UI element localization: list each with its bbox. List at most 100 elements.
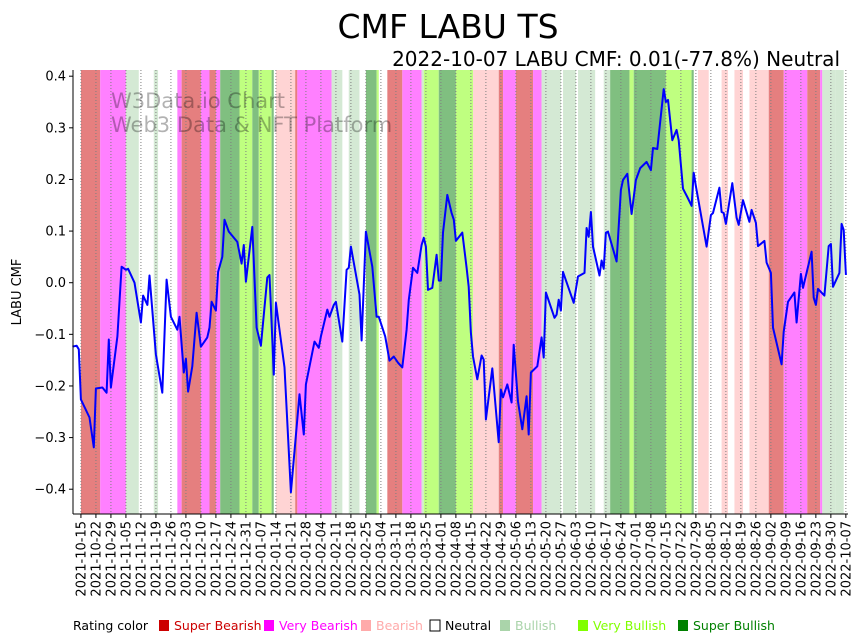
x-tick-label: 2022-03-25 — [419, 521, 434, 597]
rating-band — [541, 70, 561, 514]
y-tick-label: 0.1 — [45, 225, 66, 240]
x-tick-label: 2022-01-28 — [299, 521, 314, 597]
legend-swatch-super-bearish — [159, 620, 169, 631]
x-axis-ticks: 2021-10-15 2021-10-22 2021-10-29 2021-11-05… — [74, 514, 854, 597]
x-tick-label: 2022-05-06 — [509, 521, 524, 597]
x-tick-label: 2022-06-24 — [614, 521, 629, 597]
x-tick-label: 2021-10-29 — [104, 521, 119, 597]
rating-band — [297, 70, 332, 514]
x-tick-label: 2022-08-12 — [719, 521, 734, 597]
y-tick-label: 0.4 — [45, 70, 66, 85]
x-tick-label: 2022-02-25 — [359, 521, 374, 597]
legend-item-bullish: Bullish — [500, 618, 556, 633]
x-tick-label: 2022-05-13 — [524, 521, 539, 597]
rating-band — [438, 70, 456, 514]
rating-band — [691, 70, 694, 514]
rating-band — [376, 70, 379, 514]
legend-label-super-bearish: Super Bearish — [174, 618, 262, 633]
x-tick-label: 2022-08-19 — [734, 521, 749, 597]
rating-band — [835, 70, 844, 514]
y-tick-label: 0.2 — [45, 173, 66, 188]
rating-band — [220, 70, 240, 514]
x-tick-label: 2022-02-11 — [329, 521, 344, 597]
x-tick-label: 2021-12-10 — [194, 521, 209, 597]
x-tick-label: 2022-10-07 — [839, 521, 854, 597]
legend-item-very-bullish: Very Bullish — [578, 618, 666, 633]
y-tick-label: 0.3 — [45, 121, 66, 136]
rating-band — [125, 70, 139, 514]
x-tick-label: 2022-03-18 — [404, 521, 419, 597]
legend-item-very-bearish: Very Bearish — [264, 618, 358, 633]
y-axis-label: LABU CMF — [10, 259, 25, 326]
legend-swatch-very-bullish — [578, 620, 588, 631]
rating-band — [215, 70, 221, 514]
y-tick-label: −0.2 — [34, 379, 66, 394]
x-tick-label: 2022-07-08 — [644, 521, 659, 597]
cmf-series-line — [72, 88, 847, 494]
rating-band — [533, 70, 542, 514]
legend-label-bearish: Bearish — [376, 618, 423, 633]
legend-item-super-bearish: Super Bearish — [159, 618, 262, 633]
rating-band — [271, 70, 274, 514]
x-tick-label: 2022-04-08 — [449, 521, 464, 597]
y-tick-label: 0.0 — [45, 276, 66, 291]
rating-band — [177, 70, 182, 514]
rating-band — [181, 70, 201, 514]
rating-band — [423, 70, 439, 514]
x-tick-label: 2022-07-15 — [659, 521, 674, 597]
x-tick-label: 2022-09-09 — [779, 521, 794, 597]
rating-band — [100, 70, 126, 514]
rating-band — [768, 70, 784, 514]
rating-band — [578, 70, 596, 514]
legend-item-neutral: Neutral — [429, 618, 491, 633]
legend-swatch-very-bearish — [264, 620, 274, 631]
legend-label-very-bearish: Very Bearish — [279, 618, 358, 633]
legend: Rating color Super Bearish Very Bearish … — [73, 618, 775, 633]
x-tick-label: 2021-11-05 — [119, 521, 134, 597]
chart-title: CMF LABU TS — [337, 7, 558, 46]
legend-swatch-bearish — [361, 620, 371, 631]
y-tick-label: −0.1 — [34, 328, 66, 343]
legend-label-bullish: Bullish — [515, 618, 556, 633]
legend-item-bearish: Bearish — [361, 618, 423, 633]
rating-band — [455, 70, 474, 514]
x-tick-label: 2022-09-30 — [824, 521, 839, 597]
x-tick-label: 2022-05-20 — [539, 521, 554, 597]
rating-band — [503, 70, 516, 514]
x-tick-label: 2021-11-26 — [164, 521, 179, 597]
x-tick-label: 2022-08-26 — [749, 521, 764, 597]
rating-band — [275, 70, 296, 514]
rating-band — [295, 70, 298, 514]
x-tick-label: 2021-12-24 — [224, 521, 239, 597]
rating-band — [822, 70, 836, 514]
x-tick-label: 2022-09-16 — [794, 521, 809, 597]
legend-swatch-neutral — [429, 619, 441, 632]
x-tick-label: 2022-02-04 — [314, 521, 329, 597]
y-tick-label: −0.3 — [34, 431, 66, 446]
x-tick-label: 2022-03-04 — [374, 521, 389, 597]
x-tick-label: 2022-04-29 — [494, 521, 509, 597]
rating-band — [610, 70, 630, 514]
rating-band — [749, 70, 769, 514]
legend-swatch-super-bullish — [678, 620, 688, 631]
x-tick-label: 2021-12-03 — [179, 521, 194, 597]
x-tick-label: 2022-02-18 — [344, 521, 359, 597]
rating-band — [629, 70, 634, 514]
rating-band — [80, 70, 101, 514]
rating-band — [331, 70, 343, 514]
x-tick-label: 2022-08-05 — [704, 521, 719, 597]
rating-band — [603, 70, 611, 514]
legend-swatch-bullish — [500, 620, 510, 631]
legend-label-neutral: Neutral — [445, 618, 491, 633]
legend-item-super-bullish: Super Bullish — [678, 618, 775, 633]
rating-band — [421, 70, 424, 514]
rating-band — [721, 70, 729, 514]
rating-band — [200, 70, 210, 514]
x-tick-label: 2022-01-07 — [254, 521, 269, 597]
legend-title: Rating color — [73, 618, 149, 633]
rating-band — [365, 70, 377, 514]
y-axis-ticks: −0.4 −0.3 −0.2 −0.1 0.0 0.1 0.2 0.3 0.4 — [34, 70, 73, 498]
x-tick-label: 2022-06-17 — [599, 521, 614, 597]
x-tick-label: 2022-04-22 — [479, 521, 494, 597]
